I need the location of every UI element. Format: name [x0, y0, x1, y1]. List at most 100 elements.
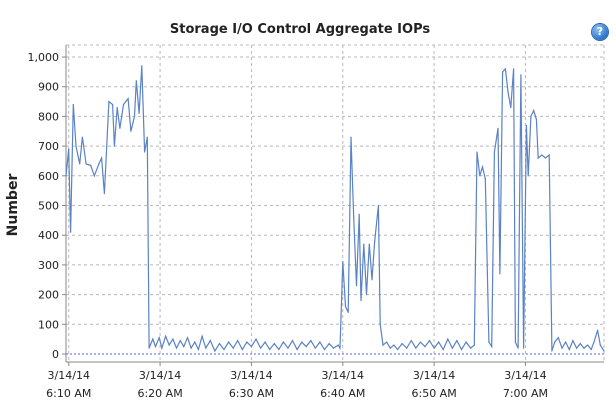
data-point: [397, 348, 399, 351]
data-point: [491, 346, 493, 348]
data-point: [323, 348, 326, 351]
data-point: [205, 347, 207, 349]
data-point: [583, 347, 585, 349]
x-tick-label-date: 3/14/14: [322, 369, 364, 382]
data-point: [287, 347, 289, 349]
data-point: [194, 341, 196, 343]
data-point: [371, 279, 373, 281]
data-point: [565, 341, 567, 343]
data-point: [218, 343, 221, 345]
data-point: [214, 350, 216, 352]
data-point: [350, 136, 352, 138]
data-point: [183, 346, 185, 348]
chart-title: Storage I/O Control Aggregate IOPs: [169, 22, 431, 37]
data-point: [561, 347, 563, 349]
data-point: [269, 348, 271, 351]
data-point: [152, 338, 154, 340]
data-point: [603, 350, 605, 352]
x-tick-label-date: 3/14/14: [230, 369, 272, 382]
data-point: [523, 347, 525, 349]
y-tick-label: 600: [38, 170, 59, 183]
y-tick-label: 100: [38, 318, 59, 331]
data-point: [410, 340, 412, 342]
data-point: [339, 347, 341, 349]
data-point: [144, 151, 146, 153]
data-point: [504, 68, 506, 70]
data-point: [135, 80, 137, 82]
data-point: [72, 103, 74, 106]
data-point: [527, 175, 529, 177]
x-tick-label-time: 6:50 AM: [411, 387, 456, 400]
data-point: [548, 154, 550, 156]
data-point: [379, 323, 381, 325]
data-point: [424, 346, 426, 348]
data-point: [517, 347, 519, 349]
x-tick-label-time: 6:10 AM: [46, 387, 91, 400]
data-point: [465, 341, 467, 343]
data-point: [146, 136, 148, 138]
x-tick-label-date: 3/14/14: [504, 369, 546, 382]
data-point: [535, 118, 538, 120]
data-point: [541, 154, 543, 156]
data-point: [363, 243, 365, 245]
x-tick-label-date: 3/14/14: [48, 369, 90, 382]
data-point: [579, 343, 581, 345]
data-point: [525, 124, 528, 126]
data-point: [310, 340, 312, 342]
data-point: [241, 348, 243, 351]
data-point: [415, 347, 417, 349]
data-point: [386, 341, 388, 343]
data-point: [237, 340, 239, 342]
data-point: [554, 341, 556, 343]
data-point: [260, 347, 262, 349]
data-point: [344, 305, 347, 308]
data-point: [116, 106, 118, 109]
data-point: [456, 340, 458, 342]
data-point: [85, 163, 87, 165]
data-point: [460, 348, 463, 351]
y-tick-label: 500: [38, 200, 59, 213]
x-tick-label-date: 3/14/14: [139, 369, 181, 382]
data-point: [296, 348, 298, 351]
x-tick-label-time: 6:30 AM: [229, 387, 274, 400]
data-point: [530, 115, 532, 117]
data-point: [148, 347, 150, 349]
data-point: [382, 344, 384, 346]
data-point: [273, 343, 275, 345]
data-point: [141, 65, 143, 67]
data-point: [161, 347, 163, 349]
data-point: [133, 115, 136, 117]
data-point: [250, 346, 252, 348]
data-point: [576, 347, 578, 349]
data-point: [470, 347, 472, 349]
help-icon[interactable]: ?: [592, 24, 608, 40]
data-point: [103, 193, 105, 195]
data-point: [228, 341, 230, 343]
data-point: [328, 343, 330, 345]
data-point: [502, 71, 504, 73]
data-point: [481, 166, 484, 168]
data-point: [510, 106, 512, 109]
data-point: [98, 163, 100, 165]
data-point: [365, 294, 368, 296]
data-point: [428, 340, 431, 342]
data-point: [79, 163, 81, 165]
data-point: [70, 231, 72, 233]
data-point: [119, 127, 121, 129]
data-point: [353, 216, 355, 218]
data-point: [130, 130, 132, 132]
y-tick-label: 800: [38, 110, 59, 123]
data-point: [451, 347, 453, 349]
data-point: [587, 344, 589, 346]
data-point: [497, 127, 499, 129]
y-tick-label: 400: [38, 229, 59, 242]
data-point: [314, 347, 316, 349]
data-point: [101, 157, 103, 159]
data-point: [190, 347, 192, 349]
data-point: [337, 344, 339, 346]
data-point: [246, 341, 248, 343]
data-point: [319, 341, 321, 343]
data-point: [473, 344, 475, 346]
y-tick-label: 900: [38, 81, 59, 94]
y-axis-ticks: 0 100 200 300 400 500 600 700 800 900 1,000: [28, 51, 66, 361]
